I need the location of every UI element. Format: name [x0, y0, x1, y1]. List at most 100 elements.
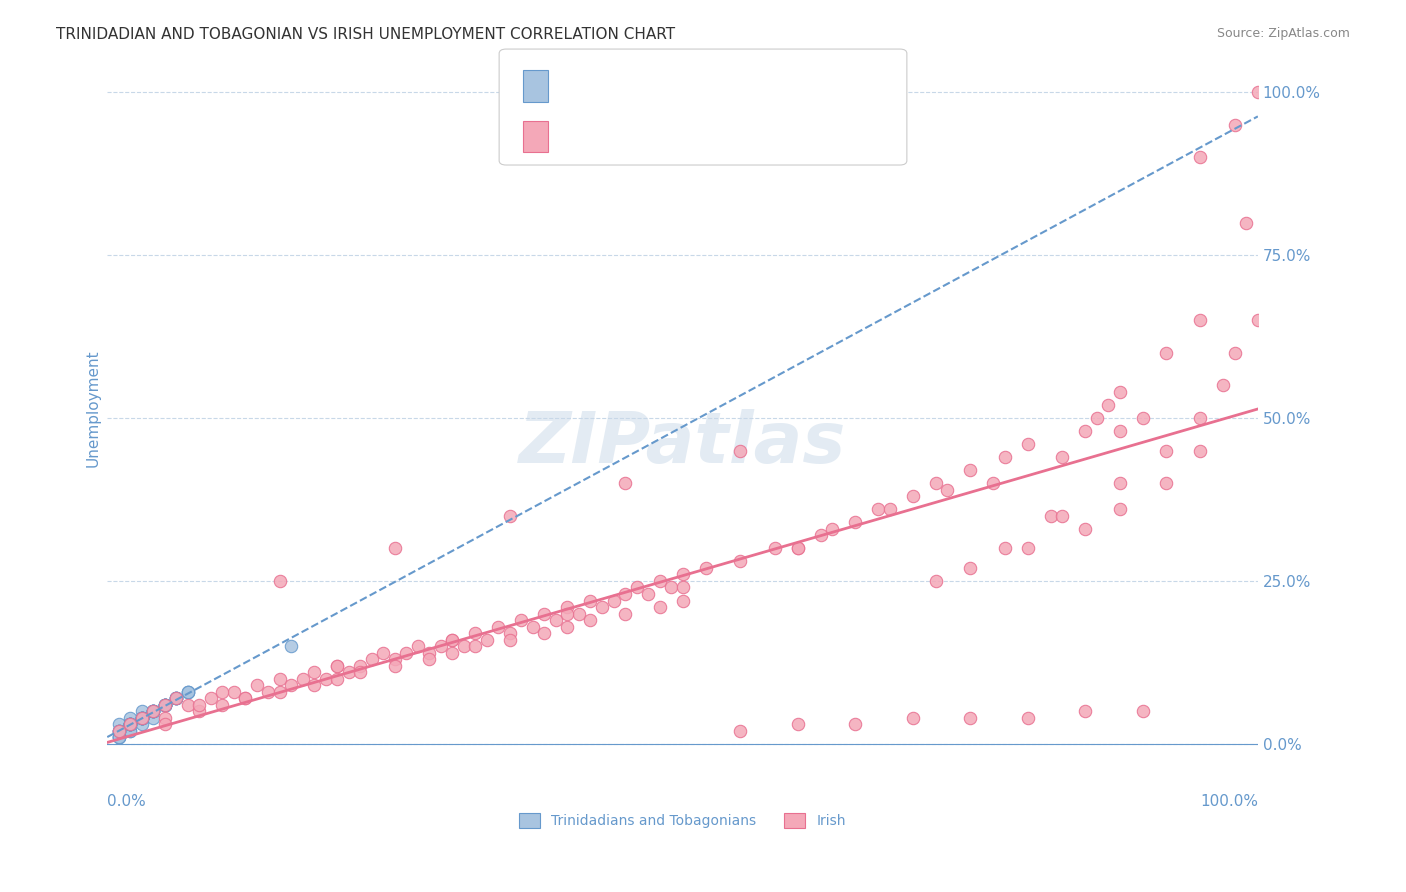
- Point: [280, 678, 302, 692]
- Point: [1247, 85, 1270, 99]
- Text: N =: N =: [655, 77, 695, 90]
- Point: [924, 476, 946, 491]
- Point: [418, 646, 440, 660]
- Point: [349, 665, 371, 680]
- Point: [1189, 313, 1212, 327]
- Point: [120, 717, 142, 731]
- Point: [326, 658, 349, 673]
- Point: [868, 502, 890, 516]
- Text: 0.655: 0.655: [593, 125, 637, 138]
- Point: [233, 691, 256, 706]
- Point: [153, 698, 176, 712]
- Point: [131, 711, 153, 725]
- Point: [315, 672, 337, 686]
- Point: [510, 613, 533, 627]
- Point: [304, 665, 326, 680]
- Text: Source: ZipAtlas.com: Source: ZipAtlas.com: [1216, 27, 1350, 40]
- Point: [280, 639, 302, 653]
- Text: TRINIDADIAN AND TOBAGONIAN VS IRISH UNEMPLOYMENT CORRELATION CHART: TRINIDADIAN AND TOBAGONIAN VS IRISH UNEM…: [56, 27, 675, 42]
- Point: [430, 639, 453, 653]
- Point: [326, 658, 349, 673]
- Point: [671, 593, 693, 607]
- Point: [153, 698, 176, 712]
- Point: [1074, 424, 1097, 438]
- Point: [695, 561, 717, 575]
- Point: [360, 652, 382, 666]
- Point: [142, 704, 165, 718]
- Point: [107, 723, 129, 738]
- Point: [153, 698, 176, 712]
- Point: [142, 711, 165, 725]
- Point: [326, 672, 349, 686]
- Point: [1017, 437, 1039, 451]
- Point: [131, 711, 153, 725]
- Point: [614, 476, 637, 491]
- Point: [488, 619, 510, 633]
- Point: [120, 723, 142, 738]
- Point: [246, 678, 269, 692]
- Point: [1085, 411, 1108, 425]
- Point: [994, 450, 1017, 464]
- Point: [1154, 346, 1177, 360]
- Point: [384, 652, 406, 666]
- Point: [557, 619, 579, 633]
- Text: -0.058: -0.058: [593, 77, 643, 90]
- Point: [165, 691, 187, 706]
- Text: R =: R =: [560, 125, 589, 138]
- Point: [648, 600, 671, 615]
- Point: [499, 632, 522, 647]
- Point: [959, 561, 981, 575]
- Point: [131, 711, 153, 725]
- Point: [177, 685, 200, 699]
- Point: [499, 626, 522, 640]
- Point: [120, 717, 142, 731]
- Point: [579, 613, 602, 627]
- Point: [153, 698, 176, 712]
- Point: [602, 593, 624, 607]
- Point: [879, 502, 901, 516]
- Point: [1074, 522, 1097, 536]
- Point: [671, 567, 693, 582]
- Point: [211, 698, 233, 712]
- Point: [395, 646, 418, 660]
- Point: [107, 731, 129, 745]
- Point: [1189, 443, 1212, 458]
- Point: [959, 711, 981, 725]
- Point: [1097, 398, 1119, 412]
- Point: [107, 723, 129, 738]
- Point: [165, 691, 187, 706]
- Point: [1132, 411, 1154, 425]
- Point: [211, 685, 233, 699]
- Point: [1074, 704, 1097, 718]
- Point: [1154, 443, 1177, 458]
- Point: [475, 632, 498, 647]
- Point: [142, 704, 165, 718]
- Point: [1052, 508, 1074, 523]
- Point: [441, 632, 464, 647]
- Point: [441, 646, 464, 660]
- Point: [349, 658, 371, 673]
- Point: [901, 711, 924, 725]
- Point: [499, 508, 522, 523]
- Point: [384, 658, 406, 673]
- Text: R =: R =: [560, 77, 589, 90]
- Point: [1108, 384, 1130, 399]
- Point: [453, 639, 475, 653]
- Text: 0.0%: 0.0%: [107, 794, 146, 809]
- Point: [786, 541, 808, 556]
- Point: [1017, 541, 1039, 556]
- Point: [671, 581, 693, 595]
- Point: [924, 574, 946, 588]
- Point: [1223, 346, 1246, 360]
- Point: [269, 685, 291, 699]
- Point: [728, 554, 751, 568]
- Point: [142, 704, 165, 718]
- Point: [1132, 704, 1154, 718]
- Point: [120, 711, 142, 725]
- Point: [107, 731, 129, 745]
- Point: [728, 723, 751, 738]
- Point: [131, 711, 153, 725]
- Point: [120, 717, 142, 731]
- Point: [959, 463, 981, 477]
- Point: [120, 717, 142, 731]
